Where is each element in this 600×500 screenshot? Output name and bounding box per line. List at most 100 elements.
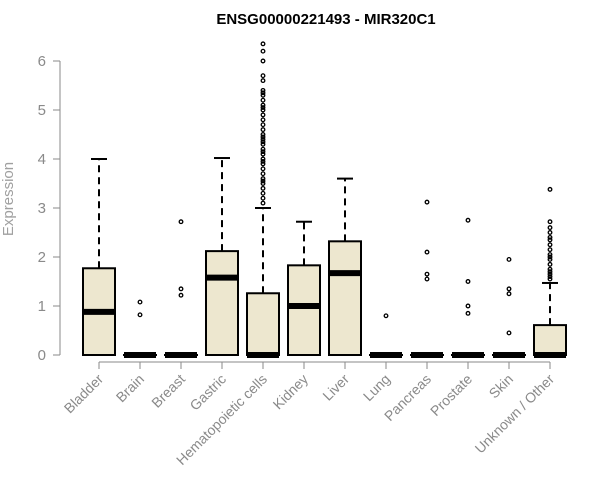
y-tick-label: 0 [38,347,46,364]
outlier-point [260,149,266,155]
outlier-point [547,230,553,235]
x-tick-label: Liver [319,371,352,404]
outlier-point [260,112,266,118]
box-pancreas [410,199,444,358]
outlier-point [547,257,553,262]
outlier-point [424,249,430,255]
outlier-point [547,276,553,282]
x-tick-label: Breast [148,371,188,411]
outlier-point [260,78,266,84]
y-tick-label: 4 [38,151,46,168]
box-kidney [287,220,321,356]
outlier-point [260,134,266,140]
outlier-point [260,41,266,47]
outlier-point [547,274,553,280]
outlier-point [178,219,184,225]
outlier-point [260,171,266,177]
box-breast [164,219,198,358]
outlier-point [260,92,266,98]
outlier-point [260,176,266,182]
outlier-point [178,292,184,298]
outlier-point [424,199,430,205]
outlier-point [260,105,266,110]
outlier-point [424,276,430,282]
outlier-point [260,117,266,123]
outlier-point [465,217,471,223]
outlier-point [383,313,389,319]
outlier-point [260,158,266,164]
box-unknown-other [533,186,567,358]
box-lung [369,313,403,358]
box-prostate [451,217,485,358]
outlier-point [547,186,553,192]
outlier-point [260,161,266,167]
outlier-point [260,190,266,196]
x-tick-label: Brain [113,371,147,405]
outlier-point [547,234,553,240]
chart-title: ENSG00000221493 - MIR320C1 [216,11,435,28]
box-body [533,324,567,356]
outlier-point [547,225,553,231]
outlier-point [547,254,553,260]
box-body [287,264,321,356]
outlier-point [547,271,553,277]
outlier-point [547,237,553,243]
outlier-point [465,303,471,309]
outlier-point [260,178,266,184]
outlier-point [178,286,184,292]
outlier-point [506,291,512,297]
outlier-point [260,139,266,145]
outlier-point [260,136,266,142]
outlier-point [547,269,553,275]
outlier-point [465,310,471,316]
y-axis: 0 1 2 3 4 5 6 [38,53,61,364]
y-tick-label: 6 [38,53,46,70]
outlier-point [260,141,266,147]
outlier-point [260,127,266,133]
outlier-point [547,252,553,257]
outlier-point [547,219,553,225]
outlier-point [260,195,266,201]
outlier-point [547,242,553,248]
box-bladder [82,158,116,356]
outlier-point [260,200,266,206]
outlier-point [547,247,553,253]
x-tick-label: Skin [486,371,517,402]
box-gastric [205,157,239,356]
outlier-point [465,279,471,284]
x-tick-label: Bladder [61,371,107,417]
box-body [246,292,280,357]
x-tick-label: Kidney [270,371,312,413]
outlier-point [506,330,512,336]
y-axis-title: Expression [0,162,17,236]
outlier-point [260,185,266,191]
y-tick-label: 1 [38,298,46,315]
outlier-point [260,87,266,93]
box-hematopoietic-cells [246,41,280,358]
box-body [205,250,239,356]
box-body [328,240,362,357]
x-tick-label: Prostate [427,371,475,419]
y-tick-label: 3 [38,200,46,217]
outlier-point [260,132,266,137]
outlier-point [260,102,266,108]
outlier-point [260,73,266,79]
box-skin [492,257,526,358]
outlier-point [547,261,553,267]
outlier-point [260,181,266,186]
outlier-point [260,122,266,128]
outlier-point [424,271,430,277]
outlier-point [260,107,266,113]
outlier-point [506,257,512,262]
y-tick-label: 2 [38,249,46,266]
outlier-point [137,312,143,318]
outlier-point [260,48,266,54]
outlier-point [137,299,143,305]
box-liver [328,177,362,357]
x-tick-label: Lung [360,371,393,404]
outlier-point [547,266,553,272]
outlier-point [260,166,266,172]
y-tick-label: 5 [38,102,46,119]
